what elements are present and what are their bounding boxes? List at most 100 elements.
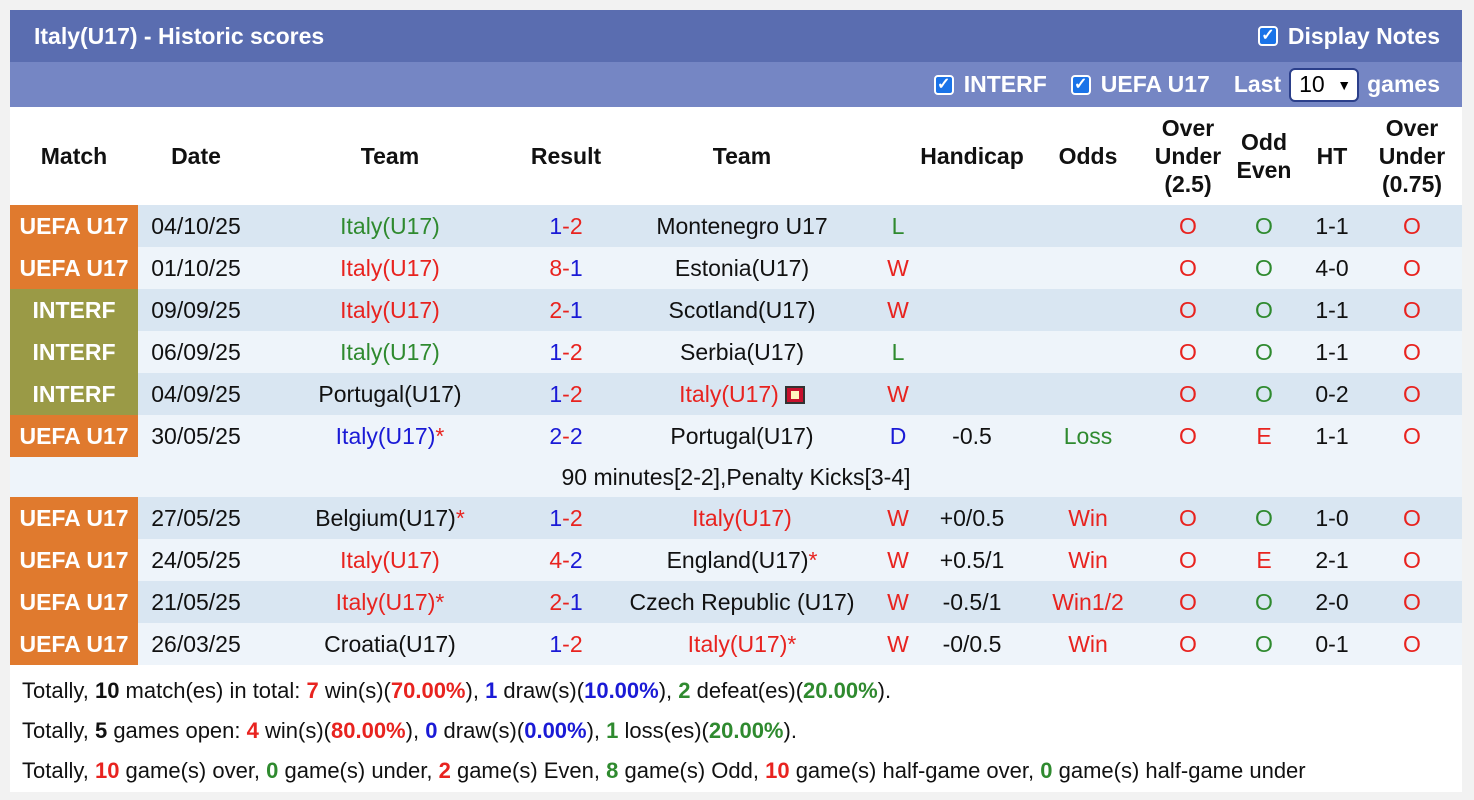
home-team-name[interactable]: Italy(U17) (335, 588, 436, 615)
home-team-name[interactable]: Belgium(U17) (315, 504, 456, 531)
home-team-name[interactable]: Italy(U17) (340, 338, 440, 365)
display-notes-checkbox-icon[interactable]: ✓ (1257, 26, 1278, 46)
uefa-checkbox-icon[interactable]: ✓ (1070, 74, 1091, 95)
handicap (918, 247, 1026, 289)
outcome: L (878, 331, 918, 373)
match-type-badge[interactable]: INTERF (10, 373, 138, 415)
match-result[interactable]: 2-2 (526, 415, 606, 457)
match-result[interactable]: 1-2 (526, 205, 606, 247)
totals-fragment: Totally, (22, 758, 95, 783)
home-team-name[interactable]: Italy(U17) (340, 546, 440, 573)
display-notes-toggle[interactable]: ✓ Display Notes (1257, 23, 1440, 50)
handicap: -0/0.5 (918, 623, 1026, 665)
away-team-name[interactable]: Italy(U17) (687, 630, 788, 657)
match-result[interactable]: 2-1 (526, 581, 606, 623)
uefa-label: UEFA U17 (1100, 71, 1210, 97)
home-team-name[interactable]: Italy(U17) (340, 254, 440, 281)
filter-interf[interactable]: ✓ INTERF (933, 71, 1047, 98)
home-team[interactable]: Italy(U17) (254, 247, 526, 289)
odd-even: O (1226, 247, 1302, 289)
games-count-value: 10 (1299, 71, 1325, 97)
home-team[interactable]: Belgium(U17)* (254, 497, 526, 539)
totals-fragment: 0.00% (524, 718, 587, 743)
home-team-name[interactable]: Portugal(U17) (318, 380, 462, 407)
match-result[interactable]: 2-1 (526, 289, 606, 331)
home-team-name[interactable]: Italy(U17) (340, 212, 440, 239)
score-separator: - (562, 338, 570, 365)
away-team[interactable]: Scotland(U17) (606, 289, 878, 331)
away-team[interactable]: Italy(U17) (606, 373, 878, 415)
half-time-score: 1-1 (1302, 205, 1362, 247)
home-score: 1 (549, 504, 563, 531)
table-row: UEFA U17 26/03/25 Croatia(U17) 1-2 Italy(U17… (10, 623, 1462, 665)
over-under-0-75: O (1362, 331, 1462, 373)
away-score: 2 (569, 630, 583, 657)
away-score: 2 (569, 546, 583, 573)
home-score: 1 (549, 380, 563, 407)
outcome: L (878, 205, 918, 247)
match-type-badge[interactable]: UEFA U17 (10, 415, 138, 457)
match-type-badge[interactable]: UEFA U17 (10, 205, 138, 247)
home-team[interactable]: Italy(U17) (254, 205, 526, 247)
handicap: +0/0.5 (918, 497, 1026, 539)
away-team-name[interactable]: Serbia(U17) (680, 338, 804, 365)
away-team[interactable]: England(U17)* (606, 539, 878, 581)
home-team[interactable]: Portugal(U17) (254, 373, 526, 415)
home-team[interactable]: Italy(U17)* (254, 415, 526, 457)
away-team[interactable]: Estonia(U17) (606, 247, 878, 289)
odds-result (1026, 247, 1150, 289)
away-team-name[interactable]: Czech Republic (U17) (629, 588, 855, 615)
away-team-name[interactable]: Scotland(U17) (668, 296, 816, 323)
home-team[interactable]: Italy(U17) (254, 289, 526, 331)
home-team[interactable]: Croatia(U17) (254, 623, 526, 665)
away-team-name[interactable]: Estonia(U17) (674, 254, 810, 281)
match-result[interactable]: 1-2 (526, 497, 606, 539)
away-team[interactable]: Czech Republic (U17) (606, 581, 878, 623)
totals-line-handicap: Totally, 5 games open: 4 win(s)(80.00%),… (22, 711, 1462, 751)
match-type-badge[interactable]: UEFA U17 (10, 497, 138, 539)
away-team-name[interactable]: Italy(U17) (692, 504, 792, 531)
away-team[interactable]: Italy(U17)* (606, 623, 878, 665)
away-team-name[interactable]: England(U17) (666, 546, 809, 573)
totals-fragment: 20.00% (708, 718, 784, 743)
match-type-badge[interactable]: UEFA U17 (10, 623, 138, 665)
match-type-badge[interactable]: UEFA U17 (10, 539, 138, 581)
away-team[interactable]: Italy(U17) (606, 497, 878, 539)
home-team-name[interactable]: Croatia(U17) (324, 630, 456, 657)
away-team[interactable]: Serbia(U17) (606, 331, 878, 373)
outcome: D (878, 415, 918, 457)
totals-fragment: games open: (107, 718, 247, 743)
home-team-name[interactable]: Italy(U17) (340, 296, 440, 323)
match-result[interactable]: 8-1 (526, 247, 606, 289)
match-result[interactable]: 1-2 (526, 623, 606, 665)
games-count-select[interactable]: 10 ▼ (1289, 67, 1360, 102)
home-team[interactable]: Italy(U17)* (254, 581, 526, 623)
away-team[interactable]: Montenegro U17 (606, 205, 878, 247)
totals-fragment: 0 (1040, 758, 1053, 783)
table-row: UEFA U17 27/05/25 Belgium(U17)* 1-2 Italy(U1… (10, 497, 1462, 539)
handicap (918, 331, 1026, 373)
match-type-badge[interactable]: UEFA U17 (10, 247, 138, 289)
totals-fragment: ), (465, 678, 486, 703)
match-type-badge[interactable]: UEFA U17 (10, 581, 138, 623)
match-type-badge[interactable]: INTERF (10, 289, 138, 331)
odds-result (1026, 373, 1150, 415)
away-team-name[interactable]: Portugal(U17) (670, 422, 814, 449)
away-team-name[interactable]: Montenegro U17 (656, 212, 828, 239)
home-team[interactable]: Italy(U17) (254, 331, 526, 373)
interf-checkbox-icon[interactable]: ✓ (933, 74, 954, 95)
totals-fragment: 10.00% (584, 678, 659, 703)
filter-uefa-u17[interactable]: ✓ UEFA U17 (1070, 71, 1210, 98)
away-team[interactable]: Portugal(U17) (606, 415, 878, 457)
home-star-marker: * (435, 422, 445, 449)
home-team-name[interactable]: Italy(U17) (335, 422, 436, 449)
home-team[interactable]: Italy(U17) (254, 539, 526, 581)
match-result[interactable]: 1-2 (526, 331, 606, 373)
match-result[interactable]: 1-2 (526, 373, 606, 415)
match-type-badge[interactable]: INTERF (10, 331, 138, 373)
totals-fragment: 1 (606, 718, 619, 743)
away-team-name[interactable]: Italy(U17) (679, 380, 779, 407)
outcome: W (878, 497, 918, 539)
match-result[interactable]: 4-2 (526, 539, 606, 581)
totals-fragment: win(s)( (258, 718, 331, 743)
